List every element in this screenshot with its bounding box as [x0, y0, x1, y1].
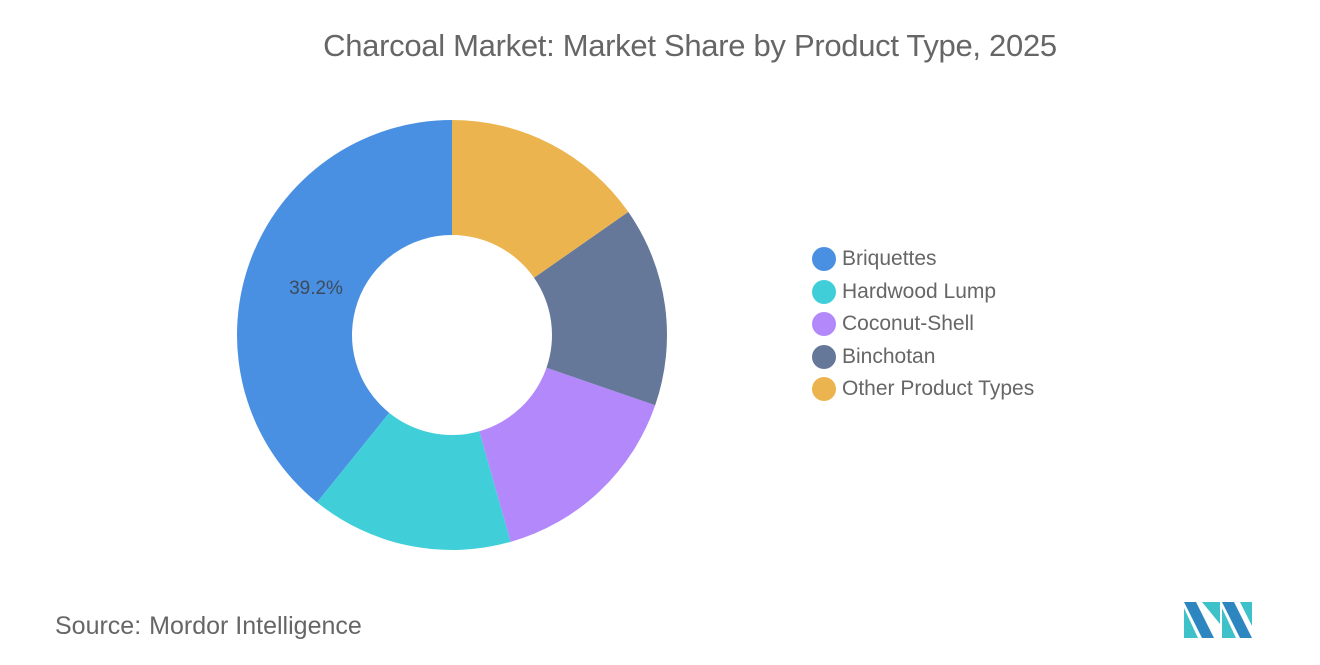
legend-dot-icon [812, 247, 836, 272]
legend-item-binchotan[interactable]: Binchotan [812, 341, 1034, 374]
donut-slices [237, 120, 667, 550]
chart-title: Charcoal Market: Market Share by Product… [323, 28, 1057, 63]
briquettes-data-label: 39.2% [289, 278, 343, 299]
mordor-intelligence-logo-icon [1184, 602, 1252, 638]
legend-label: Briquettes [842, 247, 937, 271]
source-note: Source: Mordor Intelligence [55, 612, 362, 641]
legend-label: Other Product Types [842, 377, 1035, 401]
legend-dot-icon [812, 312, 836, 337]
legend-item-hardwood-lump[interactable]: Hardwood Lump [812, 276, 1034, 309]
legend-dot-icon [812, 279, 836, 304]
slice-briquettes[interactable] [237, 120, 452, 503]
legend-dot-icon [812, 377, 836, 402]
legend-item-briquettes[interactable]: Briquettes [812, 243, 1034, 276]
legend-label: Coconut-Shell [842, 312, 974, 336]
slice-coconut-shell[interactable] [479, 367, 656, 542]
legend-label: Hardwood Lump [842, 279, 997, 303]
legend-dot-icon [812, 344, 836, 369]
legend: Briquettes Hardwood Lump Coconut-Shell B… [812, 243, 1034, 406]
slice-other-product-types[interactable] [452, 120, 629, 278]
source-label: Source: [55, 612, 142, 640]
source-value: Mordor Intelligence [149, 612, 362, 640]
slice-hardwood-lump[interactable] [317, 412, 511, 550]
legend-label: Binchotan [842, 344, 936, 368]
slice-binchotan[interactable] [533, 211, 667, 406]
legend-item-coconut-shell[interactable]: Coconut-Shell [812, 308, 1034, 341]
legend-item-other-product-types[interactable]: Other Product Types [812, 373, 1034, 406]
